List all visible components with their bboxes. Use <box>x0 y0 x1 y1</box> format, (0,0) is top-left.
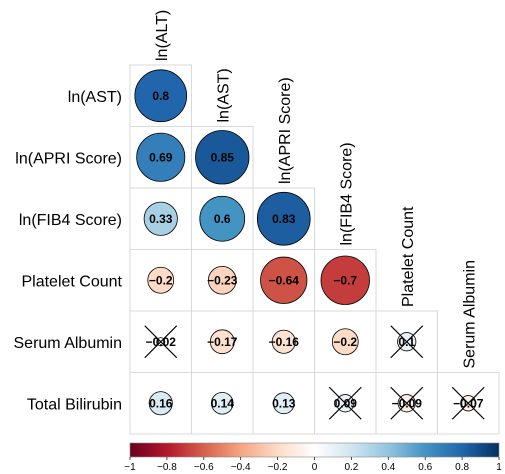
colorbar-tick-label: 0 <box>312 462 318 473</box>
colorbar-tick-label: 0.2 <box>344 462 358 473</box>
correlation-cell: −0.17 <box>191 310 254 373</box>
cell-value-label: −0.7 <box>333 273 357 287</box>
correlation-cell: −0.2 <box>314 310 377 373</box>
correlation-circle <box>136 132 186 182</box>
correlation-cell: −0.2 <box>129 249 192 312</box>
row-label: ln(AST) <box>68 89 122 106</box>
cell-value-label: −0.23 <box>207 273 238 287</box>
correlation-cell: −0.09 <box>375 372 438 435</box>
insignificant-cross-line <box>328 386 362 420</box>
column-label: Platelet Count <box>400 206 417 307</box>
row-label: Platelet Count <box>21 273 122 290</box>
cell-value-label: −0.09 <box>392 396 423 410</box>
cell-value-label: 0.6 <box>214 212 231 226</box>
correlation-circle <box>256 191 311 246</box>
cell-value-label: 0.33 <box>149 212 173 226</box>
correlation-circle <box>134 69 188 123</box>
column-label: Serum Albumin <box>461 260 478 369</box>
colorbar-tick-label: −1 <box>124 462 136 473</box>
correlation-cell: 0.33 <box>129 187 192 250</box>
correlation-cell: 0.1 <box>375 310 438 373</box>
colorbar-tick-label: −0.8 <box>157 462 177 473</box>
correlation-circle <box>260 256 308 304</box>
row-label: ln(APRI Score) <box>15 150 122 167</box>
correlation-cell: −0.07 <box>437 372 500 435</box>
colorbar-tick-label: 0.6 <box>418 462 432 473</box>
column-label: ln(FIB4 Score) <box>338 142 355 245</box>
cell-value-label: 0.09 <box>334 396 358 410</box>
correlation-cell: −0.02 <box>129 310 192 373</box>
correlation-cell: 0.13 <box>252 372 315 435</box>
correlation-cell: 0.09 <box>314 372 377 435</box>
column-label: ln(APRI Score) <box>277 77 294 184</box>
column-label: ln(ALT) <box>154 10 171 61</box>
correlation-circle <box>199 195 246 242</box>
row-label: Serum Albumin <box>14 335 123 352</box>
cell-value-label: 0.1 <box>398 335 415 349</box>
colorbar-tick-label: −0.2 <box>268 462 288 473</box>
colorbar-tick-label: 0.8 <box>455 462 469 473</box>
correlation-circle <box>147 266 175 294</box>
insignificant-cross-line <box>144 325 178 359</box>
cell-value-label: 0.14 <box>211 396 235 410</box>
column-labels: ln(ALT) ln(AST) ln(APRI Score) ln(FIB4 Scor… <box>154 10 479 369</box>
cell-value-label: 0.83 <box>272 212 296 226</box>
correlation-cell: 0.69 <box>129 126 192 189</box>
correlation-circle <box>271 329 296 354</box>
correlation-cell: 0.14 <box>191 372 254 435</box>
cells-layer: 0.8 0.69 0.85 0.33 0.6 0.83 −0.2 −0.23 −0.64 −0.7… <box>129 64 500 435</box>
cell-value-label: −0.16 <box>269 335 300 349</box>
insignificant-cross-line <box>390 325 424 359</box>
correlation-cell: 0.8 <box>129 64 192 127</box>
cell-value-label: 0.16 <box>149 396 173 410</box>
cell-value-label: −0.2 <box>333 335 357 349</box>
correlation-cell: 0.83 <box>252 187 315 250</box>
correlation-circle <box>148 391 173 416</box>
row-label: ln(FIB4 Score) <box>19 212 122 229</box>
correlation-circle <box>209 329 235 355</box>
row-labels: ln(AST) ln(APRI Score) ln(FIB4 Score) Plate… <box>14 89 123 414</box>
colorbar-tick-label: 1 <box>496 462 502 473</box>
correlation-circle <box>207 265 237 295</box>
colorbar-tick-label: −0.6 <box>194 462 214 473</box>
colorbar-tick-label: −0.4 <box>231 462 251 473</box>
correlation-circle <box>272 392 295 415</box>
colorbar-tick-label: 0.4 <box>381 462 395 473</box>
correlation-circle <box>320 255 370 305</box>
correlation-cell: −0.7 <box>314 249 377 312</box>
row-label: Total Bilirubin <box>27 396 122 413</box>
cell-value-label: 0.13 <box>272 396 296 410</box>
correlation-circle <box>210 391 234 415</box>
cell-value-label: −0.64 <box>269 273 300 287</box>
cell-value-label: −0.2 <box>149 273 173 287</box>
insignificant-cross-line <box>390 386 424 420</box>
cell-value-label: −0.02 <box>146 335 177 349</box>
cell-value-label: 0.69 <box>149 150 173 164</box>
correlation-circle <box>331 328 359 356</box>
cell-value-label: −0.17 <box>207 335 238 349</box>
correlation-cell: −0.16 <box>252 310 315 373</box>
insignificant-cross-line <box>451 386 485 420</box>
correlation-cell: 0.6 <box>191 187 254 250</box>
column-label: ln(AST) <box>215 68 232 122</box>
cell-value-label: 0.8 <box>152 89 169 103</box>
correlation-cell: −0.23 <box>191 249 254 312</box>
correlation-cell: 0.85 <box>191 126 254 189</box>
correlation-cell: −0.64 <box>252 249 315 312</box>
correlation-circle <box>143 201 178 236</box>
colorbar-gradient <box>129 442 500 458</box>
correlation-circle <box>195 130 250 185</box>
cell-value-label: 0.85 <box>211 150 235 164</box>
correlation-cell: 0.16 <box>129 372 192 435</box>
cell-value-label: −0.07 <box>453 396 484 410</box>
colorbar: −1 −0.8 −0.6 −0.4 −0.2 0 0.2 0.4 0.6 0.8 1 <box>124 442 502 473</box>
